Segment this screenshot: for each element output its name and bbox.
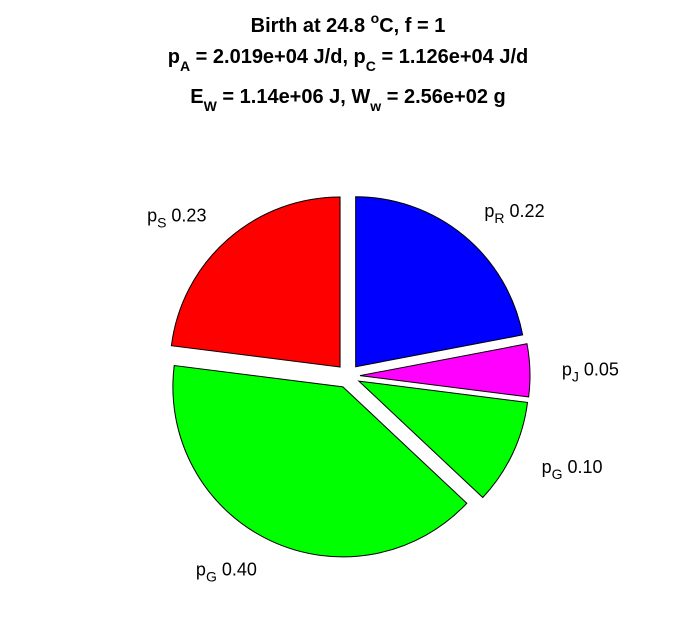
chart-title: Birth at 24.8 oC, f = 1 pA = 2.019e+04 J… — [168, 10, 529, 114]
slice-label-g-3: pG 0.40 — [196, 560, 257, 585]
pie-slice-r-0 — [355, 196, 524, 368]
pie-slice-g-2 — [357, 380, 529, 499]
title-line-2: pA = 2.019e+04 J/d, pC = 1.126e+04 J/d — [168, 46, 529, 74]
slice-label-s-4: pS 0.23 — [147, 205, 206, 230]
pie-slices — [170, 196, 531, 558]
title-line-3: EW = 1.14e+06 J, Ww = 2.56e+02 g — [190, 86, 505, 114]
title-line-1: Birth at 24.8 oC, f = 1 — [251, 10, 446, 37]
slice-label-r-0: pR 0.22 — [484, 201, 544, 226]
pie-slice-g-3 — [172, 364, 468, 558]
pie-slice-j-1 — [359, 343, 531, 398]
pie-labels: pR 0.22 pJ 0.05 pG 0.10 pG 0.40 pS 0.23 — [147, 201, 619, 585]
slice-label-j-1: pJ 0.05 — [562, 359, 619, 384]
slice-label-g-2: pG 0.10 — [542, 457, 603, 482]
pie-slice-s-4 — [170, 196, 341, 368]
